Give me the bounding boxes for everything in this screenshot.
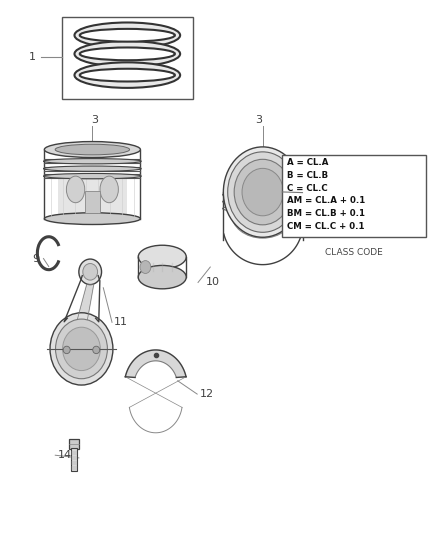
- Text: 11: 11: [114, 317, 128, 327]
- Text: BM = CL.B + 0.1: BM = CL.B + 0.1: [287, 209, 365, 219]
- Ellipse shape: [138, 265, 186, 289]
- Ellipse shape: [74, 41, 180, 67]
- Ellipse shape: [44, 142, 141, 158]
- FancyBboxPatch shape: [85, 191, 100, 213]
- Bar: [71, 448, 77, 471]
- Ellipse shape: [56, 319, 107, 379]
- Ellipse shape: [140, 261, 151, 273]
- Text: A = CL.A: A = CL.A: [287, 158, 328, 167]
- Polygon shape: [125, 350, 186, 377]
- Text: 3: 3: [91, 115, 98, 125]
- Text: 10: 10: [206, 278, 220, 287]
- Bar: [283, 155, 426, 237]
- Ellipse shape: [242, 168, 283, 216]
- Text: 12: 12: [199, 389, 213, 399]
- Ellipse shape: [100, 176, 118, 203]
- Ellipse shape: [43, 159, 141, 164]
- Ellipse shape: [44, 213, 141, 224]
- Ellipse shape: [63, 327, 100, 370]
- Ellipse shape: [74, 22, 180, 48]
- Ellipse shape: [63, 346, 70, 353]
- FancyBboxPatch shape: [58, 179, 127, 214]
- Text: 1: 1: [29, 52, 36, 61]
- Ellipse shape: [228, 152, 298, 232]
- Polygon shape: [76, 285, 94, 324]
- Text: CLASS CODE: CLASS CODE: [325, 248, 383, 257]
- Bar: [69, 439, 79, 449]
- Text: B = CL.B: B = CL.B: [287, 171, 328, 180]
- Ellipse shape: [138, 245, 186, 269]
- Ellipse shape: [80, 69, 175, 82]
- Ellipse shape: [55, 144, 130, 155]
- Bar: [62, 17, 193, 99]
- Ellipse shape: [79, 259, 102, 285]
- Bar: [297, 195, 302, 200]
- Ellipse shape: [43, 166, 141, 171]
- Text: 14: 14: [57, 450, 71, 460]
- Text: CM = CL.C + 0.1: CM = CL.C + 0.1: [287, 222, 364, 231]
- Ellipse shape: [83, 263, 98, 280]
- Ellipse shape: [80, 29, 175, 42]
- Text: C = CL.C: C = CL.C: [287, 183, 327, 192]
- Ellipse shape: [93, 346, 100, 353]
- Text: 3: 3: [256, 115, 263, 125]
- Ellipse shape: [43, 173, 141, 179]
- Bar: [297, 187, 302, 192]
- Ellipse shape: [74, 62, 180, 88]
- Ellipse shape: [80, 47, 175, 60]
- Text: 9: 9: [32, 254, 40, 263]
- Ellipse shape: [223, 147, 302, 237]
- Ellipse shape: [50, 313, 113, 385]
- Bar: [297, 180, 302, 185]
- Ellipse shape: [231, 189, 294, 238]
- Text: AM = CL.A + 0.1: AM = CL.A + 0.1: [287, 197, 365, 205]
- Ellipse shape: [67, 176, 85, 203]
- Ellipse shape: [234, 159, 291, 225]
